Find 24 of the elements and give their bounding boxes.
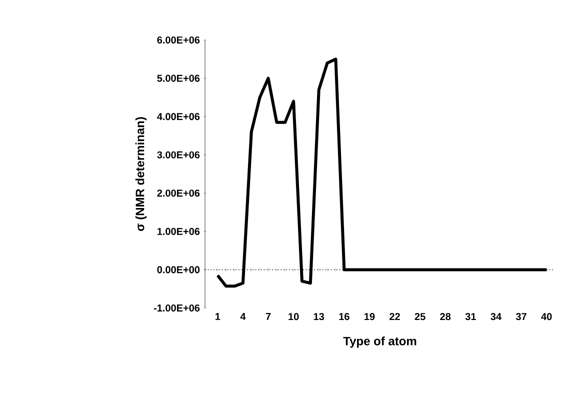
x-tick-label: 40	[541, 313, 552, 320]
y-tick-label: 3.00E+06	[157, 151, 200, 158]
y-tick-label: 4.00E+06	[157, 113, 200, 120]
x-tick-label: 25	[414, 313, 426, 320]
x-tick-label: 13	[314, 313, 324, 320]
x-tick-label: 34	[490, 313, 502, 320]
x-tick-label: 19	[364, 313, 375, 320]
x-tick-label: 16	[339, 313, 350, 320]
x-tick-label: 37	[516, 313, 526, 320]
y-axis-title: σ (NMR determinan)	[135, 117, 147, 231]
y-tick-label: 5.00E+06	[157, 74, 200, 82]
y-tick-label: 0.00E+00	[157, 266, 200, 274]
x-tick-label: 7	[266, 313, 271, 320]
x-tick-label: 28	[440, 313, 451, 320]
y-tick-label: -1.00E+06	[154, 304, 200, 312]
x-tick-label: 1	[216, 313, 220, 320]
y-tick-label: 6.00E+06	[157, 36, 200, 44]
y-tick-label: 2.00E+06	[157, 190, 200, 197]
x-axis-title: Type of atom	[343, 336, 416, 348]
x-tick-label: 31	[465, 313, 476, 320]
x-tick-label: 22	[390, 313, 400, 320]
y-tick-label: 1.00E+06	[158, 228, 200, 235]
x-tick-label: 4	[240, 313, 246, 320]
x-tick-label: 10	[288, 313, 299, 320]
